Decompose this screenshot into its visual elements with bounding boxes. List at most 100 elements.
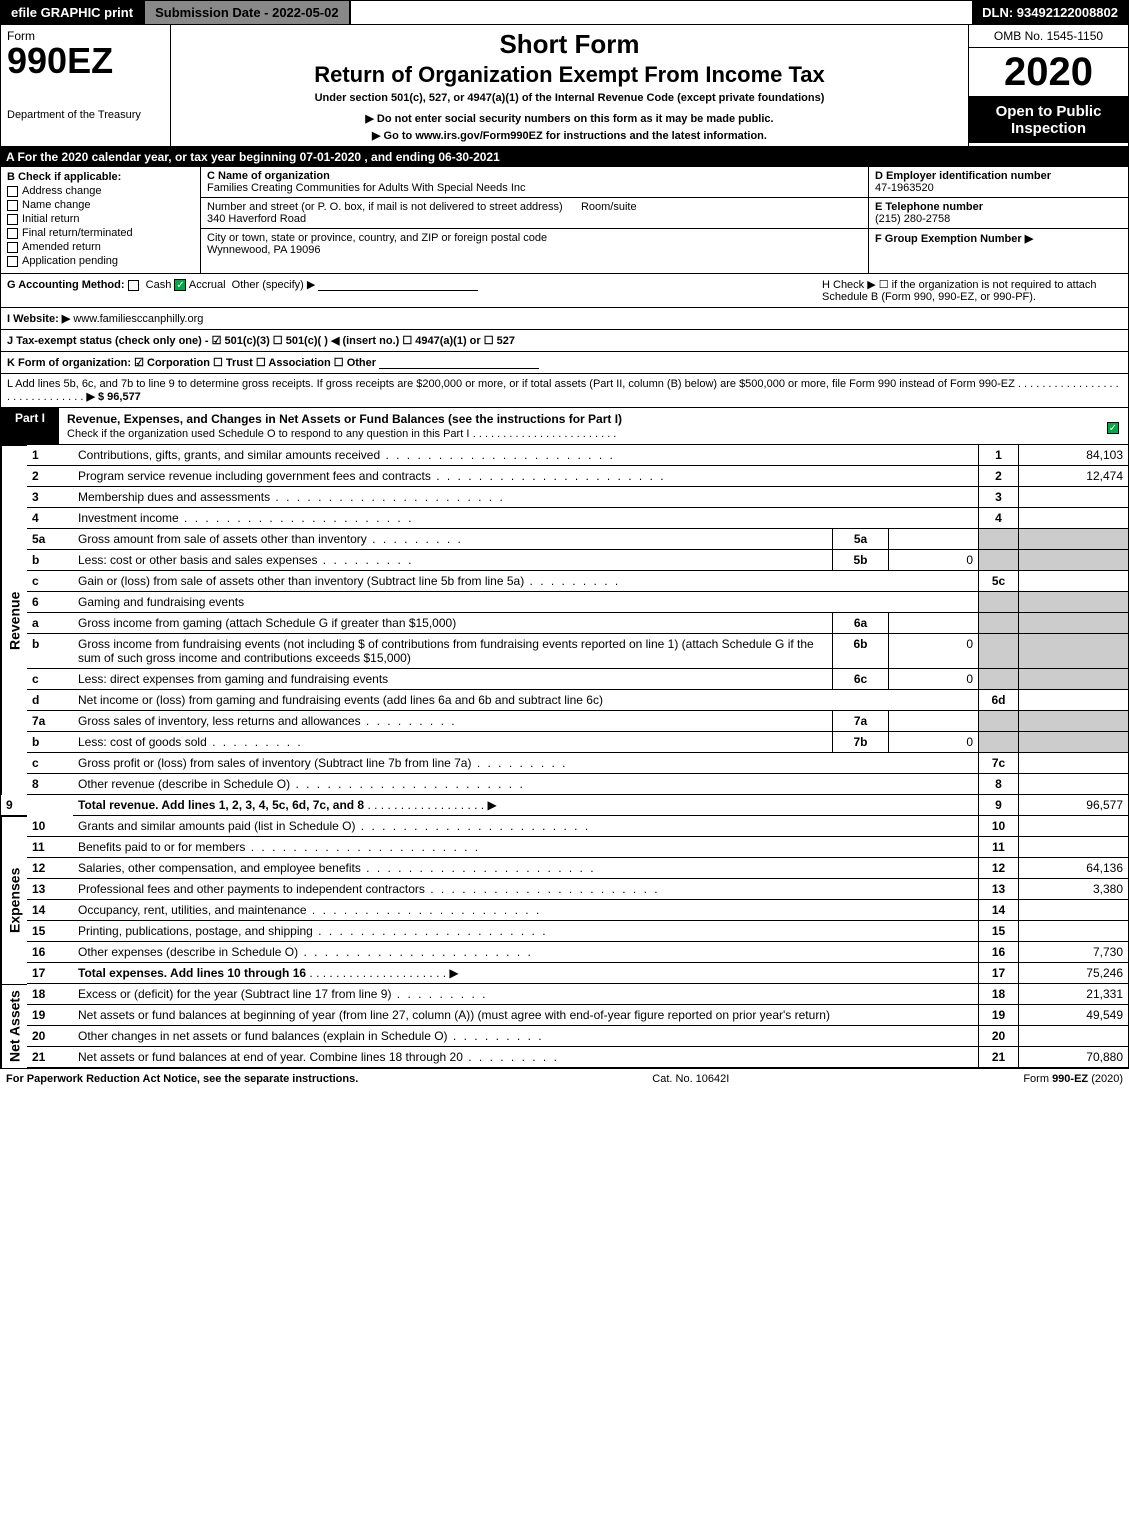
return-title: Return of Organization Exempt From Incom… <box>179 62 960 88</box>
line-14-amt <box>1018 900 1128 921</box>
chk-amended-return[interactable]: Amended return <box>7 241 194 253</box>
line-5a-desc: Gross amount from sale of assets other t… <box>73 529 832 550</box>
line-6-box-grey <box>978 592 1018 613</box>
chk-application-pending-label: Application pending <box>22 255 118 267</box>
line-20-desc: Other changes in net assets or fund bala… <box>73 1026 978 1047</box>
line-7c-num: c <box>27 753 73 774</box>
line-17-box: 17 <box>978 963 1018 984</box>
line-20-box: 20 <box>978 1026 1018 1047</box>
line-8-num: 8 <box>27 774 73 795</box>
open-to-public: Open to Public Inspection <box>969 97 1128 143</box>
line-12-box: 12 <box>978 858 1018 879</box>
line-19-num: 19 <box>27 1005 73 1026</box>
line-5b-box-grey <box>978 550 1018 571</box>
line-3-amt <box>1018 487 1128 508</box>
j-text: J Tax-exempt status (check only one) - ☑… <box>7 335 515 347</box>
line-9-desc: Total revenue. Add lines 1, 2, 3, 4, 5c,… <box>73 795 978 816</box>
line-1-box: 1 <box>978 445 1018 466</box>
k-text: K Form of organization: ☑ Corporation ☐ … <box>7 357 376 369</box>
line-7b-sub: 7b <box>832 732 888 753</box>
line-4-amt <box>1018 508 1128 529</box>
chk-accrual[interactable]: ✓ <box>174 279 186 291</box>
chk-name-change[interactable]: Name change <box>7 199 194 211</box>
line-5a-amt-grey <box>1018 529 1128 550</box>
line-6a-desc: Gross income from gaming (attach Schedul… <box>73 613 832 634</box>
line-7a-box-grey <box>978 711 1018 732</box>
line-15-num: 15 <box>27 921 73 942</box>
l-amount: ▶ $ 96,577 <box>86 391 140 403</box>
chk-address-change[interactable]: Address change <box>7 185 194 197</box>
chk-final-return[interactable]: Final return/terminated <box>7 227 194 239</box>
chk-cash[interactable] <box>128 280 139 291</box>
line-10-desc: Grants and similar amounts paid (list in… <box>73 816 978 837</box>
dln-label: DLN: 93492122008802 <box>972 1 1128 24</box>
line-19-amt: 49,549 <box>1018 1005 1128 1026</box>
line-5c-num: c <box>27 571 73 592</box>
line-14-box: 14 <box>978 900 1018 921</box>
line-5b-amt-grey <box>1018 550 1128 571</box>
line-6c-box-grey <box>978 669 1018 690</box>
line-7c-amt <box>1018 753 1128 774</box>
section-c: C Name of organization Families Creating… <box>201 167 868 273</box>
line-11-box: 11 <box>978 837 1018 858</box>
i-label: I Website: ▶ <box>7 313 70 325</box>
footer-form-ref: Form 990-EZ (2020) <box>1023 1073 1123 1085</box>
line-3-box: 3 <box>978 487 1018 508</box>
top-bar: efile GRAPHIC print Submission Date - 20… <box>0 0 1129 25</box>
l-gross-receipts-row: L Add lines 5b, 6c, and 7b to line 9 to … <box>0 374 1129 408</box>
header-right: OMB No. 1545-1150 2020 Open to Public In… <box>968 25 1128 146</box>
k-other-input[interactable] <box>379 357 539 369</box>
other-specify-input[interactable] <box>318 279 478 291</box>
line-17-num: 17 <box>27 963 73 984</box>
line-13-amt: 3,380 <box>1018 879 1128 900</box>
line-5a-sval <box>888 529 978 550</box>
line-1-desc: Contributions, gifts, grants, and simila… <box>73 445 978 466</box>
line-17-desc-text: Total expenses. Add lines 10 through 16 <box>78 966 306 980</box>
line-11-amt <box>1018 837 1128 858</box>
line-7c-desc: Gross profit or (loss) from sales of inv… <box>73 753 978 774</box>
part-i-sub: Check if the organization used Schedule … <box>67 428 469 440</box>
line-10-num: 10 <box>27 816 73 837</box>
line-5b-sval: 0 <box>888 550 978 571</box>
j-tax-exempt-row: J Tax-exempt status (check only one) - ☑… <box>0 330 1129 352</box>
website-url[interactable]: www.familiesccanphilly.org <box>73 313 203 325</box>
efile-print-label[interactable]: efile GRAPHIC print <box>1 1 143 24</box>
line-7b-amt-grey <box>1018 732 1128 753</box>
department-label: Department of the Treasury <box>7 109 164 121</box>
line-4-box: 4 <box>978 508 1018 529</box>
line-6-amt-grey <box>1018 592 1128 613</box>
line-16-num: 16 <box>27 942 73 963</box>
b-checkbox-list: Address change Name change Initial retur… <box>7 185 194 267</box>
line-6d-amt <box>1018 690 1128 711</box>
form-number: 990EZ <box>7 43 164 79</box>
line-9-box: 9 <box>978 795 1018 816</box>
line-19-desc: Net assets or fund balances at beginning… <box>73 1005 978 1026</box>
header-left: Form 990EZ Department of the Treasury <box>1 25 171 146</box>
line-6c-sub: 6c <box>832 669 888 690</box>
line-18-box: 18 <box>978 984 1018 1005</box>
line-1-amt: 84,103 <box>1018 445 1128 466</box>
topbar-spacer <box>351 1 973 24</box>
line-6-num: 6 <box>27 592 73 613</box>
chk-initial-return[interactable]: Initial return <box>7 213 194 225</box>
line-12-num: 12 <box>27 858 73 879</box>
line-21-amt: 70,880 <box>1018 1047 1128 1068</box>
line-18-amt: 21,331 <box>1018 984 1128 1005</box>
goto-link[interactable]: ▶ Go to www.irs.gov/Form990EZ for instru… <box>179 129 960 142</box>
other-label: Other (specify) ▶ <box>232 279 316 291</box>
line-7a-sub: 7a <box>832 711 888 732</box>
chk-application-pending[interactable]: Application pending <box>7 255 194 267</box>
line-6d-desc: Net income or (loss) from gaming and fun… <box>73 690 978 711</box>
line-8-amt <box>1018 774 1128 795</box>
line-8-box: 8 <box>978 774 1018 795</box>
e-label: E Telephone number <box>875 201 983 213</box>
line-19-box: 19 <box>978 1005 1018 1026</box>
no-ssn-warning: ▶ Do not enter social security numbers o… <box>179 112 960 125</box>
line-5a-sub: 5a <box>832 529 888 550</box>
b-label: B Check if applicable: <box>7 171 194 183</box>
footer-cat-no: Cat. No. 10642I <box>652 1073 729 1085</box>
schedule-o-checkbox[interactable]: ✓ <box>1098 408 1128 444</box>
line-4-desc: Investment income <box>73 508 978 529</box>
part-i-title-text: Revenue, Expenses, and Changes in Net As… <box>67 412 622 426</box>
line-6d-box: 6d <box>978 690 1018 711</box>
